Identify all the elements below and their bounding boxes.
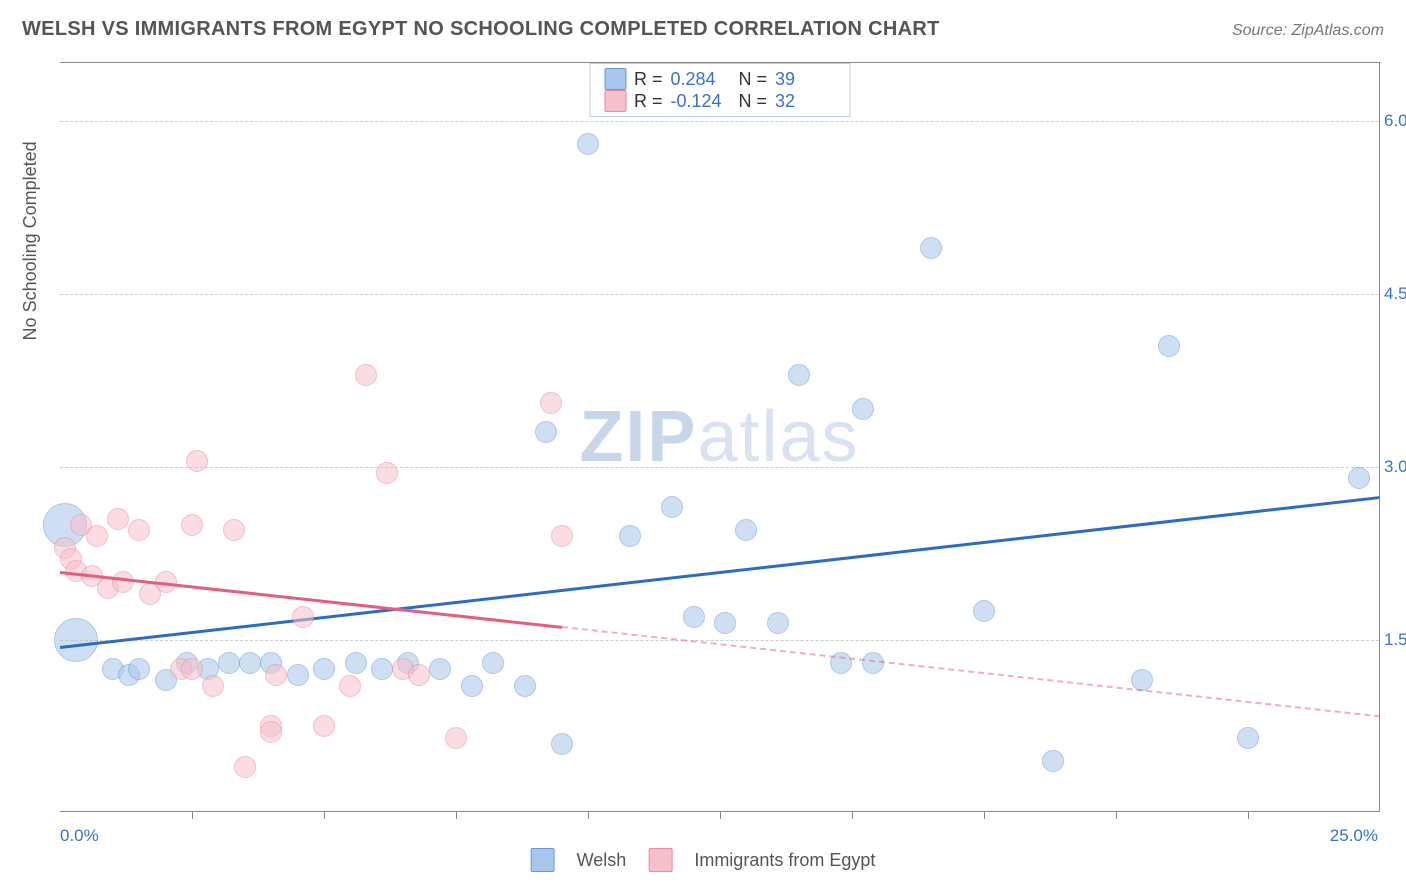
legend-swatch [531, 848, 555, 872]
data-point [265, 664, 287, 686]
data-point [202, 675, 224, 697]
x-tick [588, 811, 589, 819]
data-point [112, 571, 134, 593]
gridline [60, 294, 1379, 295]
x-tick [1116, 811, 1117, 819]
legend-label: Welsh [577, 850, 627, 871]
x-tick [852, 811, 853, 819]
data-point [234, 756, 256, 778]
x-tick [984, 811, 985, 819]
x-axis-max-label: 25.0% [1330, 826, 1378, 846]
data-point [107, 508, 129, 530]
data-point [482, 652, 504, 674]
data-point [445, 727, 467, 749]
x-tick [192, 811, 193, 819]
legend-label: Immigrants from Egypt [694, 850, 875, 871]
y-tick-label: 3.0% [1384, 457, 1406, 477]
correlation-legend: R =0.284N =39R =-0.124N =32 [589, 63, 850, 117]
data-point [714, 612, 736, 634]
data-point [551, 733, 573, 755]
x-axis-min-label: 0.0% [60, 826, 99, 846]
data-point [461, 675, 483, 697]
data-point [540, 392, 562, 414]
x-tick [324, 811, 325, 819]
data-point [355, 364, 377, 386]
data-point [292, 606, 314, 628]
data-point [128, 519, 150, 541]
data-point [181, 514, 203, 536]
data-point [313, 715, 335, 737]
data-point [661, 496, 683, 518]
data-point [1158, 335, 1180, 357]
data-point [287, 664, 309, 686]
source-attribution: Source: ZipAtlas.com [1232, 22, 1384, 40]
chart-plot-area: ZIPatlas 1.5%3.0%4.5%6.0% R =0.284N =39R… [60, 62, 1380, 812]
y-tick-label: 6.0% [1384, 111, 1406, 131]
data-point [223, 519, 245, 541]
gridline [60, 640, 1379, 641]
gridline [60, 467, 1379, 468]
x-tick [720, 811, 721, 819]
series-legend: Welsh Immigrants from Egypt [531, 848, 876, 872]
data-point [683, 606, 705, 628]
gridline [60, 121, 1379, 122]
data-point [619, 525, 641, 547]
data-point [535, 421, 557, 443]
data-point [408, 664, 430, 686]
x-tick [456, 811, 457, 819]
data-point [577, 133, 599, 155]
data-point [862, 652, 884, 674]
y-tick-label: 4.5% [1384, 284, 1406, 304]
legend-row: R =-0.124N =32 [604, 90, 835, 112]
data-point [920, 237, 942, 259]
x-tick [1248, 811, 1249, 819]
data-point [181, 658, 203, 680]
data-point [86, 525, 108, 547]
legend-row: R =0.284N =39 [604, 68, 835, 90]
data-point [973, 600, 995, 622]
data-point [1348, 467, 1370, 489]
data-point [376, 462, 398, 484]
legend-swatch [604, 90, 626, 112]
data-point [239, 652, 261, 674]
data-point [371, 658, 393, 680]
data-point [186, 450, 208, 472]
data-point [788, 364, 810, 386]
data-point [514, 675, 536, 697]
data-point [1237, 727, 1259, 749]
data-point [852, 398, 874, 420]
data-point [339, 675, 361, 697]
y-axis-label: No Schooling Completed [20, 141, 41, 340]
data-point [260, 721, 282, 743]
chart-title: WELSH VS IMMIGRANTS FROM EGYPT NO SCHOOL… [22, 18, 940, 41]
data-point [735, 519, 757, 541]
legend-swatch [604, 68, 626, 90]
data-point [345, 652, 367, 674]
data-point [1042, 750, 1064, 772]
data-point [54, 618, 98, 662]
data-point [767, 612, 789, 634]
y-tick-label: 1.5% [1384, 630, 1406, 650]
data-point [429, 658, 451, 680]
data-point [313, 658, 335, 680]
data-point [218, 652, 240, 674]
legend-swatch [648, 848, 672, 872]
data-point [551, 525, 573, 547]
data-point [128, 658, 150, 680]
